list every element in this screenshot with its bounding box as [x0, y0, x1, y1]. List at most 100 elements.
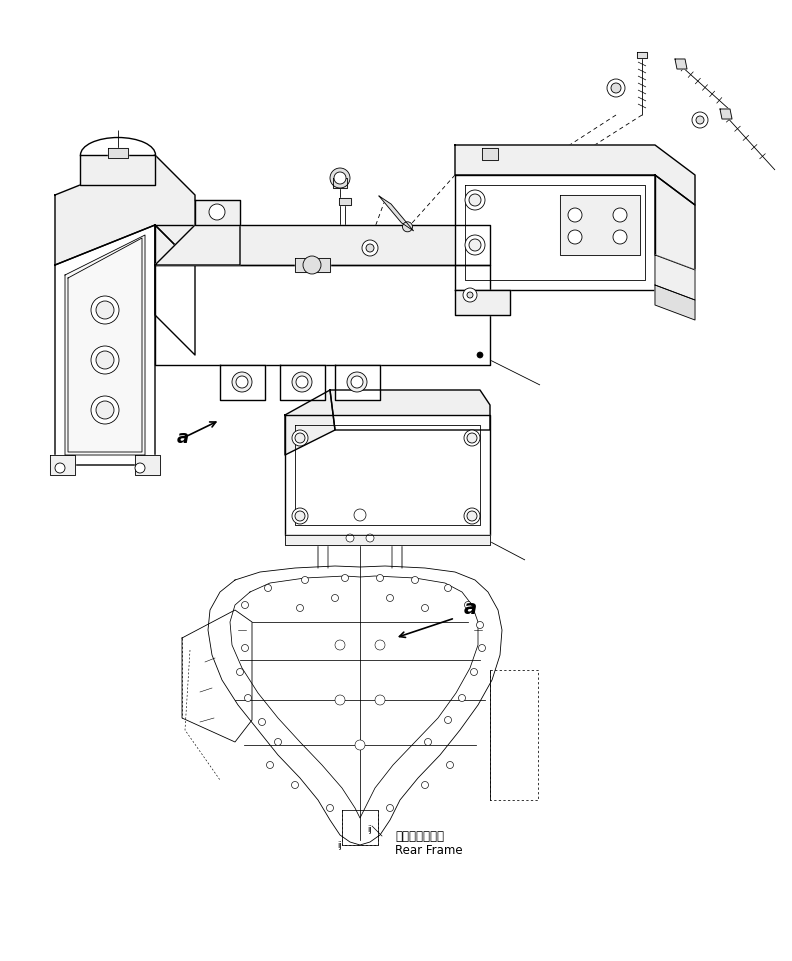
Polygon shape: [637, 52, 647, 58]
Polygon shape: [280, 365, 325, 400]
Circle shape: [296, 376, 308, 388]
Polygon shape: [455, 175, 655, 290]
Circle shape: [464, 602, 471, 608]
Polygon shape: [285, 390, 335, 455]
Circle shape: [386, 595, 394, 602]
Circle shape: [469, 239, 481, 251]
Circle shape: [354, 509, 366, 521]
Circle shape: [375, 695, 385, 705]
Text: リヤーフレーム: リヤーフレーム: [395, 829, 444, 843]
Circle shape: [478, 645, 485, 652]
Circle shape: [292, 508, 308, 524]
Circle shape: [467, 292, 473, 298]
Circle shape: [464, 430, 480, 446]
Circle shape: [275, 738, 281, 746]
Circle shape: [291, 781, 299, 788]
Circle shape: [465, 235, 485, 255]
Circle shape: [292, 372, 312, 392]
Circle shape: [91, 296, 119, 324]
Polygon shape: [195, 200, 240, 225]
Circle shape: [568, 230, 582, 244]
Polygon shape: [155, 265, 490, 365]
Circle shape: [295, 511, 305, 521]
Circle shape: [467, 433, 477, 443]
Circle shape: [477, 352, 483, 358]
Circle shape: [465, 190, 485, 210]
Circle shape: [568, 208, 582, 222]
Polygon shape: [55, 225, 155, 465]
Circle shape: [209, 204, 225, 220]
Circle shape: [96, 401, 114, 419]
Polygon shape: [155, 225, 240, 265]
Circle shape: [91, 346, 119, 374]
Circle shape: [237, 669, 243, 676]
Circle shape: [341, 575, 348, 581]
Circle shape: [447, 761, 454, 769]
Circle shape: [296, 604, 303, 611]
Polygon shape: [65, 235, 145, 455]
Circle shape: [611, 83, 621, 93]
Text: a: a: [463, 599, 477, 618]
Polygon shape: [55, 155, 195, 265]
Circle shape: [386, 804, 394, 811]
Circle shape: [91, 396, 119, 424]
Polygon shape: [330, 390, 490, 430]
Circle shape: [421, 604, 428, 611]
Polygon shape: [333, 178, 347, 188]
Circle shape: [425, 738, 432, 746]
Polygon shape: [80, 155, 155, 185]
Circle shape: [242, 602, 249, 608]
Circle shape: [692, 112, 708, 128]
Circle shape: [295, 433, 305, 443]
Text: ij: ij: [337, 842, 342, 850]
Text: a: a: [177, 429, 189, 447]
Circle shape: [332, 595, 338, 602]
Circle shape: [346, 534, 354, 542]
Circle shape: [55, 463, 65, 473]
Circle shape: [607, 79, 625, 97]
Circle shape: [266, 761, 273, 769]
Polygon shape: [482, 148, 498, 160]
Circle shape: [477, 622, 483, 628]
Circle shape: [245, 695, 252, 702]
Circle shape: [362, 240, 378, 256]
Circle shape: [326, 804, 333, 811]
Circle shape: [444, 717, 451, 724]
Polygon shape: [675, 59, 687, 69]
Circle shape: [330, 168, 350, 188]
Circle shape: [351, 376, 363, 388]
Circle shape: [375, 640, 385, 650]
Polygon shape: [655, 255, 695, 300]
Circle shape: [335, 695, 345, 705]
Circle shape: [613, 230, 627, 244]
Circle shape: [366, 534, 374, 542]
Polygon shape: [335, 365, 380, 400]
Circle shape: [292, 430, 308, 446]
Polygon shape: [455, 290, 510, 315]
Circle shape: [376, 575, 383, 581]
Circle shape: [135, 463, 145, 473]
Polygon shape: [560, 195, 640, 255]
Circle shape: [402, 222, 413, 232]
Polygon shape: [155, 225, 195, 355]
Text: ij: ij: [367, 825, 372, 834]
Circle shape: [470, 669, 478, 676]
Polygon shape: [655, 285, 695, 320]
Polygon shape: [295, 258, 330, 272]
Circle shape: [265, 584, 272, 592]
Circle shape: [242, 645, 249, 652]
Circle shape: [236, 376, 248, 388]
Circle shape: [366, 244, 374, 252]
Polygon shape: [655, 175, 695, 270]
Circle shape: [96, 351, 114, 369]
Polygon shape: [339, 198, 351, 205]
Circle shape: [303, 256, 321, 274]
Polygon shape: [379, 196, 413, 231]
Circle shape: [258, 719, 265, 726]
Circle shape: [335, 640, 345, 650]
Polygon shape: [155, 225, 490, 265]
Polygon shape: [50, 455, 75, 475]
Circle shape: [613, 208, 627, 222]
Circle shape: [421, 781, 428, 788]
Circle shape: [469, 194, 481, 206]
